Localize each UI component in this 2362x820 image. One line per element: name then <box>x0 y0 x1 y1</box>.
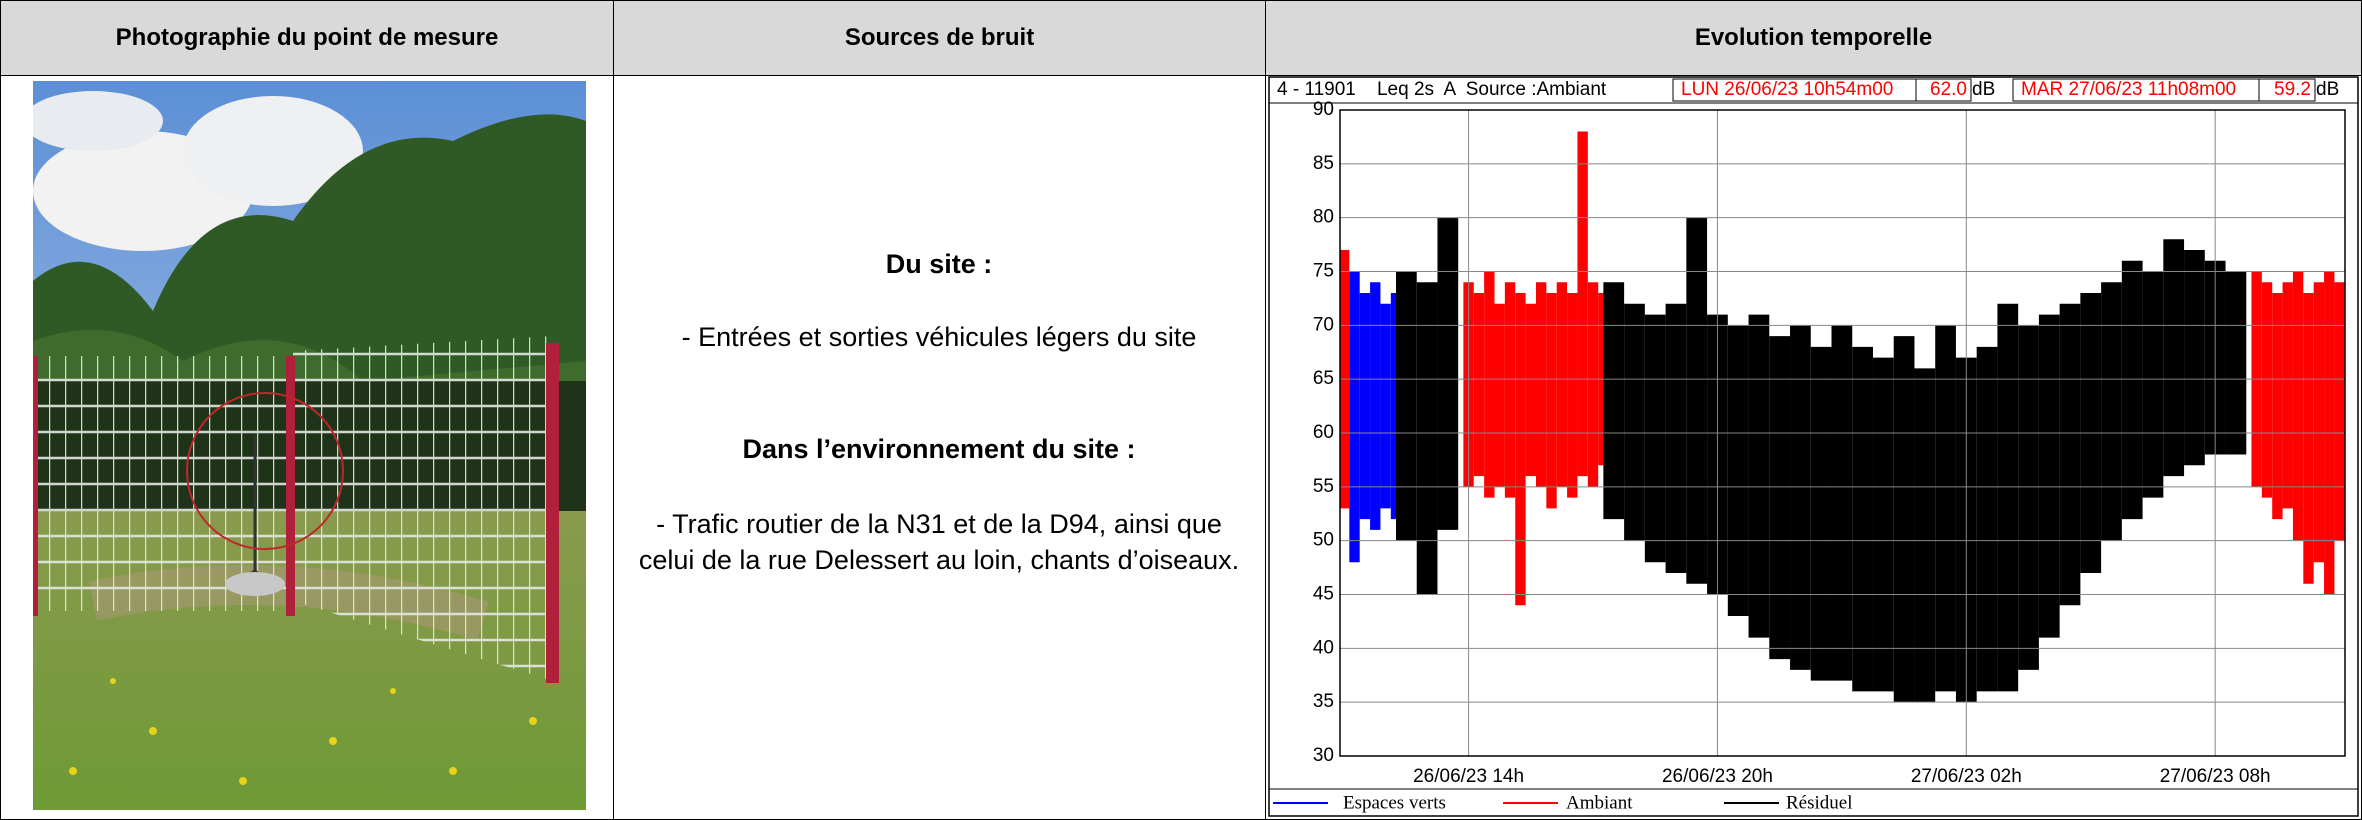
y-tick-label: 30 <box>1313 745 1334 766</box>
y-tick-label: 85 <box>1313 153 1334 174</box>
x-tick-label: 26/06/23 14h <box>1413 766 1524 787</box>
environment-item: - Trafic routier de la N31 et de la D94,… <box>638 509 1240 575</box>
header-text: Sources de bruit <box>844 24 1035 51</box>
y-tick-label: 50 <box>1313 530 1334 551</box>
header-cell: Sources de bruit <box>613 0 1266 76</box>
unit: dB <box>2316 79 2339 100</box>
y-tick-label: 60 <box>1313 422 1334 443</box>
end-date: MAR 27/06/23 11h08m00 <box>2021 79 2236 100</box>
header-text: Photographie du point de mesure <box>115 24 499 51</box>
photo <box>33 81 586 810</box>
chart-frame <box>1268 76 2359 817</box>
header-cell: Evolution temporelle <box>1265 0 2362 76</box>
plot-frame <box>1339 109 2346 757</box>
x-tick-label: 27/06/23 02h <box>1911 766 2022 787</box>
x-tick-label: 27/06/23 08h <box>2160 766 2271 787</box>
header-text: Evolution temporelle <box>1694 24 1933 51</box>
legend-label: Résiduel <box>1786 792 1853 813</box>
environment-heading: Dans l’environnement du site : <box>742 434 1136 464</box>
y-tick-label: 55 <box>1313 476 1334 497</box>
info-text: 4 - 11901 Leq 2s A Source :Ambiant <box>1277 79 1607 100</box>
legend-label: Espaces verts <box>1343 792 1446 813</box>
y-tick-label: 80 <box>1313 207 1334 228</box>
start-date: LUN 26/06/23 10h54m00 <box>1681 79 1893 100</box>
site-item: - Entrées et sorties véhicules légers du… <box>681 322 1197 352</box>
x-tick-label: 26/06/23 20h <box>1662 766 1773 787</box>
info-box <box>2258 78 2316 102</box>
header-cell: Photographie du point de mesure <box>0 0 614 76</box>
y-tick-label: 35 <box>1313 691 1334 712</box>
y-tick-label: 90 <box>1313 99 1334 120</box>
y-tick-label: 45 <box>1313 584 1334 605</box>
y-tick-label: 70 <box>1313 314 1334 335</box>
end-level: 59.2 <box>2274 79 2311 100</box>
site-heading: Du site : <box>885 249 993 279</box>
y-tick-label: 40 <box>1313 637 1334 658</box>
start-level: 62.0 <box>1930 79 1967 100</box>
chart: 4 - 11901 Leq 2s A Source :Ambiant LUN 2… <box>1268 76 2359 817</box>
legend-label: Ambiant <box>1566 792 1633 813</box>
info-box <box>1915 78 1972 102</box>
y-tick-label: 65 <box>1313 368 1334 389</box>
y-tick-label: 75 <box>1313 261 1334 282</box>
unit: dB <box>1972 79 1995 100</box>
